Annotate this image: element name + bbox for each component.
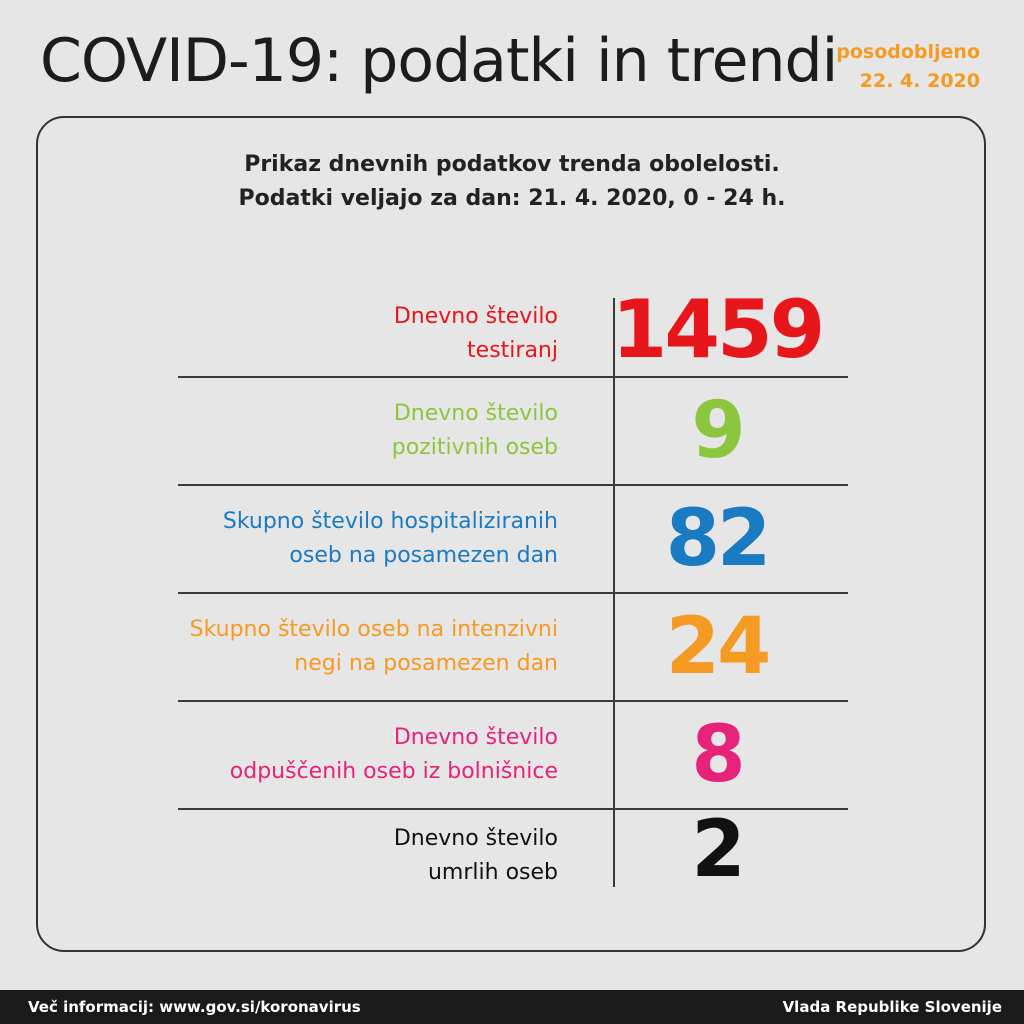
stat-row-positive: Dnevno število pozitivnih oseb 9 (178, 378, 848, 484)
row-divider (178, 808, 848, 810)
stat-value: 24 (665, 602, 772, 692)
stat-label: Skupno število hospitaliziranih oseb na … (178, 505, 586, 573)
stat-label-line-1: Dnevno število (393, 826, 558, 851)
row-divider (178, 484, 848, 486)
stat-label-line-2: umrlih oseb (427, 860, 558, 885)
row-divider (178, 592, 848, 594)
row-divider (178, 700, 848, 702)
stat-label: Dnevno število odpuščenih oseb iz bolniš… (178, 721, 586, 789)
stat-row-intensive-care: Skupno število oseb na intenzivni negi n… (178, 594, 848, 700)
stat-label-line-2: testiranj (467, 338, 558, 363)
stat-value: 1459 (611, 283, 826, 376)
stat-label: Dnevno število testiranj (178, 298, 586, 368)
page-title: COVID-19: podatki in trendi (40, 26, 838, 96)
stat-label-line-1: Skupno število hospitaliziranih (222, 509, 558, 534)
stat-label-line-1: Dnevno število (393, 401, 558, 426)
footer-info-link[interactable]: Več informacij: www.gov.si/koronavirus (28, 998, 361, 1016)
stat-value: 9 (691, 386, 745, 476)
footer-bar: Več informacij: www.gov.si/koronavirus V… (0, 990, 1024, 1024)
updated-label: posodobljeno (836, 41, 980, 63)
subtitle-line-1: Prikaz dnevnih podatkov trenda obolelost… (244, 152, 780, 177)
stat-row-hospitalized: Skupno število hospitaliziranih oseb na … (178, 486, 848, 592)
stat-label-line-2: pozitivnih oseb (391, 435, 558, 460)
stat-row-discharged: Dnevno število odpuščenih oseb iz bolniš… (178, 702, 848, 808)
stat-label: Dnevno število umrlih oseb (178, 822, 586, 890)
stat-label-line-2: oseb na posamezen dan (289, 543, 558, 568)
stat-value: 2 (691, 805, 745, 895)
updated-date: 22. 4. 2020 (859, 70, 980, 92)
stat-label: Dnevno število pozitivnih oseb (178, 397, 586, 465)
panel-subtitle: Prikaz dnevnih podatkov trenda obolelost… (0, 148, 1024, 216)
stat-row-deaths: Dnevno število umrlih oseb 2 (178, 810, 848, 894)
stat-value: 8 (691, 710, 745, 800)
footer-government-name: Vlada Republike Slovenije (782, 998, 1002, 1016)
stat-value: 82 (665, 494, 772, 584)
stats-panel (36, 116, 986, 952)
stat-label: Skupno število oseb na intenzivni negi n… (178, 613, 586, 681)
stat-label-line-1: Skupno število oseb na intenzivni (189, 617, 558, 642)
subtitle-line-2: Podatki veljajo za dan: 21. 4. 2020, 0 -… (238, 186, 786, 211)
stat-label-line-1: Dnevno število (393, 725, 558, 750)
stat-label-line-1: Dnevno število (393, 304, 558, 329)
updated-info: posodobljeno 22. 4. 2020 (836, 38, 980, 96)
stats-table: Dnevno število testiranj 1459 Dnevno šte… (178, 290, 848, 894)
stat-label-line-2: negi na posamezen dan (294, 651, 558, 676)
stat-row-tests: Dnevno število testiranj 1459 (178, 290, 848, 376)
stat-label-line-2: odpuščenih oseb iz bolnišnice (229, 759, 558, 784)
row-divider (178, 376, 848, 378)
